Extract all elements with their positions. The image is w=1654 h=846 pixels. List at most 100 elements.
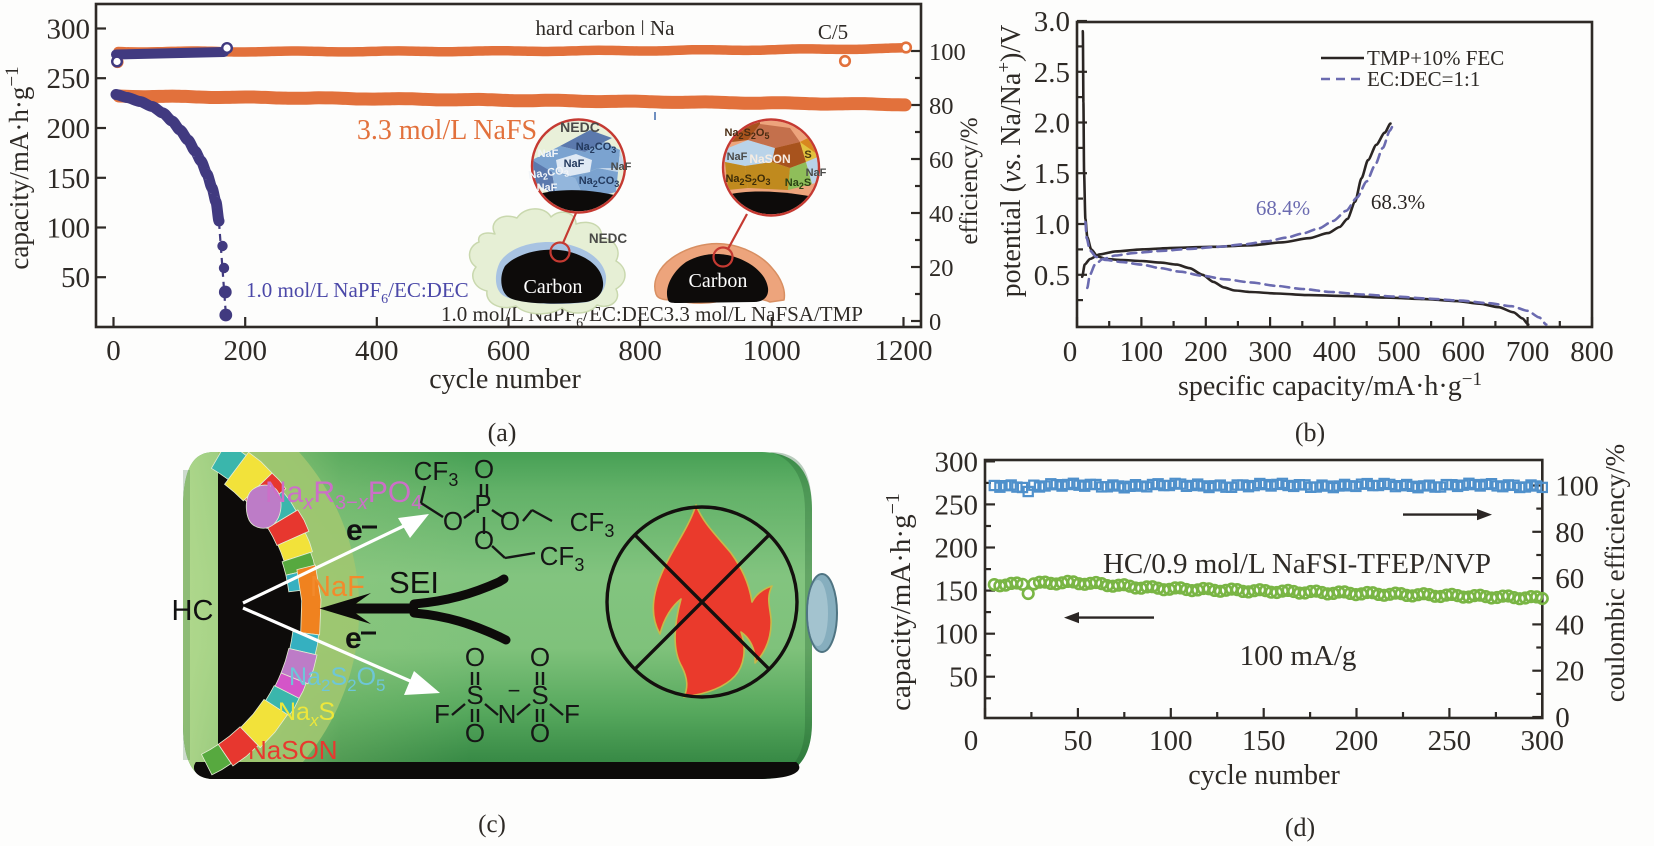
svg-text:150: 150	[47, 163, 91, 195]
svg-text:100: 100	[47, 213, 91, 245]
svg-text:200: 200	[935, 533, 979, 565]
svg-text:250: 250	[935, 489, 979, 521]
svg-text:O: O	[465, 642, 485, 672]
svg-text:O: O	[500, 506, 520, 536]
svg-text:0: 0	[1555, 702, 1570, 734]
svg-text:40: 40	[929, 201, 954, 228]
svg-text:200: 200	[1335, 725, 1379, 757]
svg-text:Na2S2O5: Na2S2O5	[289, 663, 386, 695]
svg-text:Na2S2O3: Na2S2O3	[725, 173, 770, 187]
svg-text:O: O	[443, 506, 463, 536]
svg-text:2.5: 2.5	[1034, 57, 1070, 89]
svg-text:800: 800	[618, 335, 662, 367]
svg-text:2.0: 2.0	[1034, 108, 1070, 140]
svg-text:40: 40	[1555, 609, 1584, 641]
svg-text:1.0 mol/L NaPF6/EC:DEC: 1.0 mol/L NaPF6/EC:DEC	[246, 278, 469, 307]
svg-text:1.5: 1.5	[1034, 158, 1070, 190]
svg-text:600: 600	[487, 335, 531, 367]
svg-text:3.0: 3.0	[1034, 6, 1070, 38]
svg-text:Na2CO3: Na2CO3	[576, 141, 617, 155]
svg-text:300: 300	[1248, 336, 1292, 368]
svg-text:60: 60	[929, 147, 954, 174]
svg-text:300: 300	[1521, 725, 1565, 757]
svg-text:HC/0.9 mol/L NaFSI-TFEP/NVP: HC/0.9 mol/L NaFSI-TFEP/NVP	[1103, 548, 1491, 580]
svg-text:S: S	[531, 680, 548, 710]
svg-text:NaF: NaF	[727, 151, 748, 163]
svg-text:20: 20	[1555, 656, 1584, 688]
svg-text:NaF: NaF	[564, 158, 585, 170]
svg-text:C/5: C/5	[818, 20, 848, 44]
svg-text:60: 60	[1555, 563, 1584, 595]
svg-text:100: 100	[935, 619, 979, 651]
svg-text:Na2S: Na2S	[785, 177, 811, 191]
svg-text:NaF: NaF	[806, 167, 827, 179]
svg-text:P: P	[474, 489, 491, 519]
svg-text:100: 100	[1149, 725, 1193, 757]
svg-text:500: 500	[1377, 336, 1421, 368]
svg-text:68.4%: 68.4%	[1256, 196, 1310, 220]
svg-text:e: e	[346, 514, 363, 547]
svg-text:80: 80	[929, 93, 954, 120]
svg-text:150: 150	[935, 576, 979, 608]
svg-text:capacity/mA·h·g−1: capacity/mA·h·g−1	[2, 66, 35, 269]
svg-text:EC:DEC=1:1: EC:DEC=1:1	[1367, 67, 1480, 91]
svg-text:50: 50	[61, 262, 90, 294]
svg-text:O: O	[530, 718, 550, 748]
svg-text:potential (vs. Na/Na+)/V: potential (vs. Na/Na+)/V	[994, 25, 1028, 298]
svg-text:NaF: NaF	[538, 148, 559, 160]
svg-text:NEDC: NEDC	[560, 119, 600, 135]
svg-text:O: O	[474, 454, 494, 484]
svg-text:50: 50	[1063, 725, 1092, 757]
svg-text:NaSON: NaSON	[749, 152, 790, 166]
svg-text:Na2CO3: Na2CO3	[579, 175, 620, 189]
svg-text:NaF: NaF	[537, 182, 558, 194]
svg-text:400: 400	[1313, 336, 1357, 368]
svg-text:0: 0	[1063, 336, 1078, 368]
svg-text:Carbon: Carbon	[689, 270, 748, 292]
svg-text:NaSON: NaSON	[248, 735, 338, 765]
svg-text:F: F	[434, 699, 450, 729]
svg-text:−: −	[508, 678, 521, 703]
svg-text:0: 0	[929, 309, 941, 336]
svg-text:0: 0	[106, 335, 121, 367]
svg-text:150: 150	[1242, 725, 1286, 757]
svg-text:1000: 1000	[743, 335, 801, 367]
svg-text:O: O	[474, 525, 494, 555]
svg-text:700: 700	[1506, 336, 1550, 368]
svg-text:TMP+10% FEC: TMP+10% FEC	[1367, 46, 1504, 70]
svg-text:(b): (b)	[1295, 418, 1325, 447]
svg-text:e: e	[345, 622, 362, 655]
svg-text:coulombic efficiency/%: coulombic efficiency/%	[1600, 444, 1630, 702]
svg-text:400: 400	[355, 335, 399, 367]
svg-text:1200: 1200	[875, 335, 933, 367]
svg-text:3.3 mol/L NaFS: 3.3 mol/L NaFS	[357, 115, 537, 146]
svg-text:68.3%: 68.3%	[1371, 190, 1425, 214]
svg-text:1.0: 1.0	[1034, 209, 1070, 241]
svg-text:Na2S2O5: Na2S2O5	[724, 127, 769, 141]
svg-text:100: 100	[1120, 336, 1164, 368]
svg-text:F: F	[564, 699, 580, 729]
svg-text:100: 100	[1555, 471, 1599, 503]
svg-text:800: 800	[1570, 336, 1614, 368]
svg-text:NaxS: NaxS	[278, 698, 335, 730]
svg-text:specific capacity/mA·h·g−1: specific capacity/mA·h·g−1	[1178, 369, 1482, 403]
svg-text:S: S	[466, 680, 483, 710]
svg-text:cycle number: cycle number	[429, 364, 581, 395]
svg-text:600: 600	[1441, 336, 1485, 368]
svg-text:SEI: SEI	[389, 565, 439, 600]
svg-text:NaF: NaF	[611, 161, 632, 173]
svg-text:O: O	[465, 718, 485, 748]
svg-text:300: 300	[935, 446, 979, 478]
svg-text:0.5: 0.5	[1034, 260, 1070, 292]
svg-text:200: 200	[1184, 336, 1228, 368]
svg-text:300: 300	[47, 14, 91, 46]
svg-text:Carbon: Carbon	[524, 276, 583, 298]
svg-text:100 mA/g: 100 mA/g	[1240, 640, 1357, 672]
svg-text:50: 50	[949, 662, 978, 694]
svg-text:NEDC: NEDC	[589, 231, 628, 246]
svg-text:200: 200	[47, 113, 91, 145]
svg-text:200: 200	[223, 335, 267, 367]
svg-text:250: 250	[1428, 725, 1472, 757]
svg-text:100: 100	[929, 39, 966, 66]
svg-text:capacity/mA·h·g−1: capacity/mA·h·g−1	[882, 493, 917, 711]
